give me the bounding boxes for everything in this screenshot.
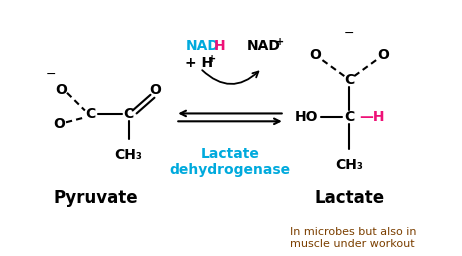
Text: + H: + H: [185, 56, 213, 70]
Text: O: O: [377, 48, 389, 62]
Text: Lactate: Lactate: [314, 189, 384, 207]
Text: O: O: [55, 83, 67, 97]
Text: CH₃: CH₃: [115, 148, 143, 162]
Text: C: C: [123, 108, 134, 121]
Text: C: C: [344, 110, 354, 124]
Text: NAD: NAD: [185, 39, 219, 53]
Text: In microbes but also in
muscle under workout: In microbes but also in muscle under wor…: [290, 228, 416, 249]
Text: CH₃: CH₃: [335, 157, 363, 172]
Text: O: O: [150, 83, 161, 97]
Text: C: C: [344, 73, 354, 87]
Text: O: O: [310, 48, 322, 62]
Text: O: O: [53, 117, 65, 131]
Text: NAD: NAD: [247, 39, 281, 53]
Text: HO: HO: [295, 110, 318, 124]
Text: +: +: [276, 37, 284, 47]
Text: —H: —H: [359, 110, 385, 124]
Text: Pyruvate: Pyruvate: [54, 189, 138, 207]
Text: −: −: [344, 27, 354, 40]
Text: Lactate
dehydrogenase: Lactate dehydrogenase: [170, 147, 291, 177]
Text: H: H: [214, 39, 226, 53]
Text: +: +: [208, 54, 216, 65]
Text: C: C: [86, 108, 96, 121]
FancyArrowPatch shape: [202, 70, 258, 84]
Text: −: −: [46, 68, 56, 81]
